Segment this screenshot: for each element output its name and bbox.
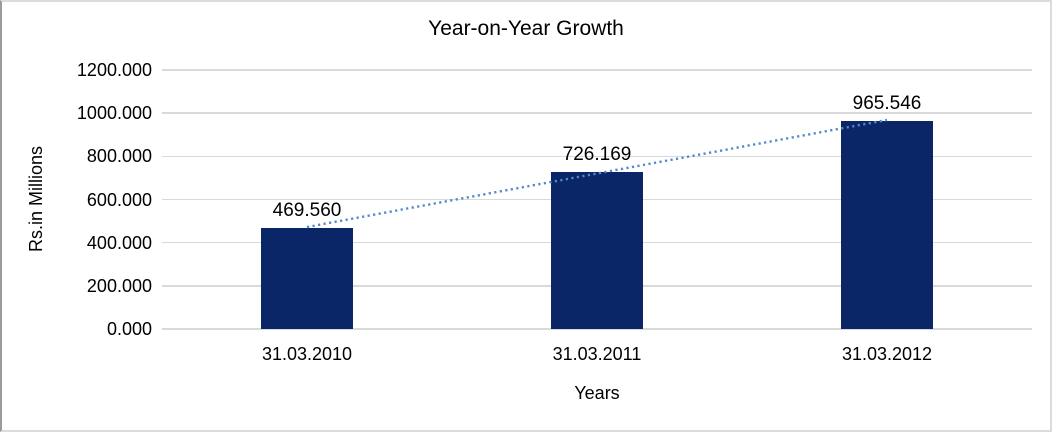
bar <box>841 120 933 329</box>
y-axis-tick-label: 600.000 <box>86 189 152 210</box>
x-axis-tick-label: 31.03.2012 <box>841 344 933 364</box>
bar-data-label: 726.169 <box>562 144 632 166</box>
x-axis-title: Years <box>574 383 620 403</box>
x-axis-tick-label: 31.03.2010 <box>261 344 353 364</box>
y-axis-tick-label: 400.000 <box>86 232 152 253</box>
bar-data-label: 965.546 <box>852 92 922 114</box>
bar <box>261 227 353 329</box>
gridline <box>162 69 1032 71</box>
y-axis-tick-label: 1200.000 <box>76 60 152 80</box>
y-axis-tick-label: 0.000 <box>106 319 152 339</box>
gridline <box>162 112 1032 114</box>
bar <box>551 172 643 329</box>
chart-title: Year-on-Year Growth <box>428 17 624 40</box>
y-axis-tick-label: 800.000 <box>86 146 152 167</box>
gridline <box>162 328 1032 330</box>
y-axis-tick-label: 200.000 <box>86 275 152 296</box>
bar-data-label: 469.560 <box>272 199 342 221</box>
y-axis-tick-label: 1000.000 <box>76 103 152 124</box>
x-axis-tick-label: 31.03.2011 <box>552 344 642 364</box>
